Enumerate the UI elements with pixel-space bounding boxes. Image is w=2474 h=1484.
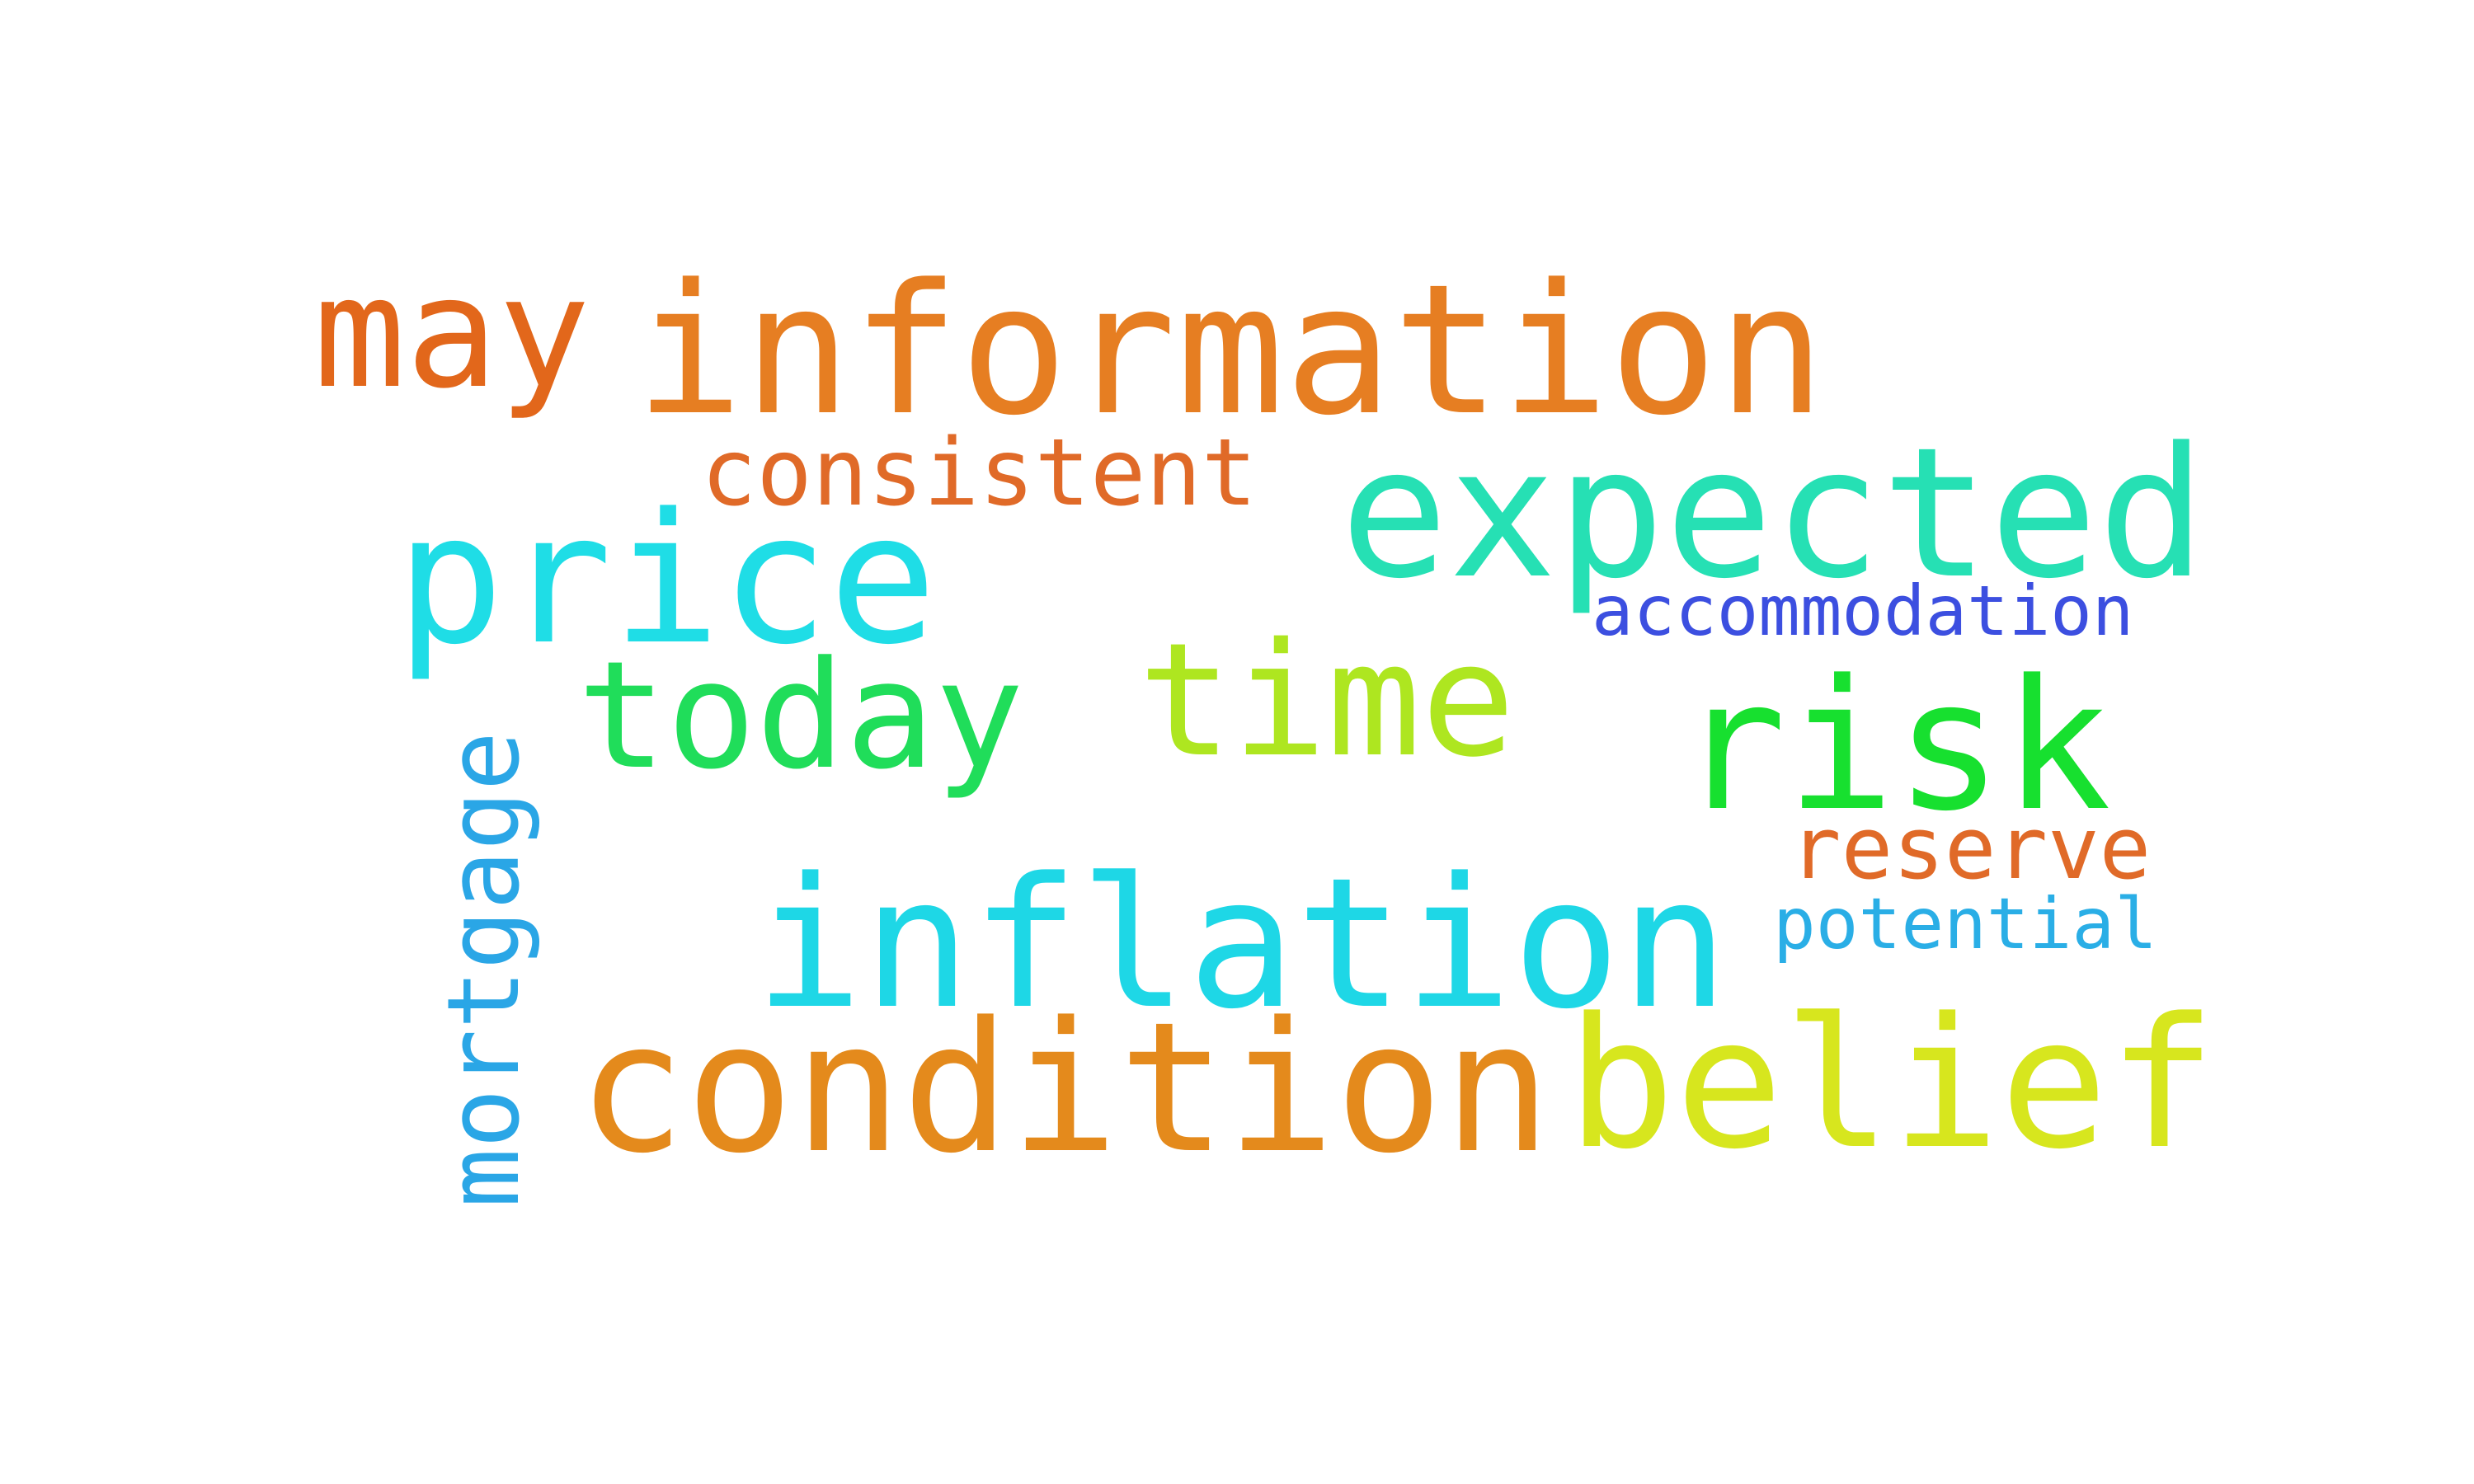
word-may: may [313,243,590,422]
word-reserve: reserve [1790,798,2151,899]
word-today: today [577,630,1024,802]
word-belief: belief [1567,980,2216,1189]
word-time: time [1138,609,1516,791]
word-mortgage: mortgage [427,731,542,1208]
word-price: price [396,476,937,684]
word-inflation: inflation [755,840,1729,1049]
word-risk: risk [1678,642,2111,851]
word-expected: expected [1340,410,2206,618]
word-potential: potential [1773,883,2157,965]
word-accommodation: accommodation [1592,571,2133,651]
word-information: information [635,247,1826,455]
word-consistent: consistent [701,420,1257,527]
word-condition: condition [577,984,1551,1193]
